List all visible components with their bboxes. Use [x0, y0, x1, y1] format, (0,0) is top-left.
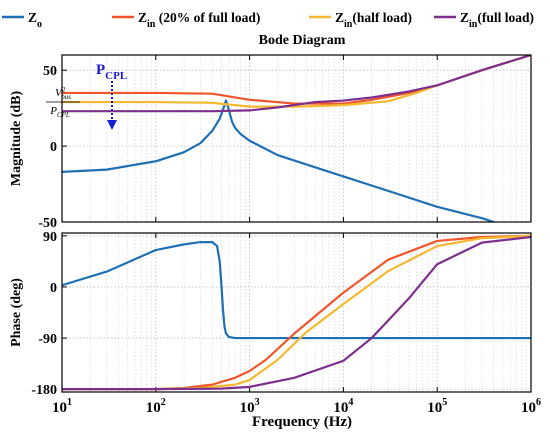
series-line-phase-3 [62, 235, 531, 391]
y-tick-label: -50 [38, 216, 57, 231]
legend-label-1: Zin (20% of full load) [138, 10, 260, 30]
plot-frame [61, 54, 532, 223]
y-axis-label: Magnitude (dB) [9, 91, 24, 187]
frequency-axis: 101 102 103 104 105 106 [52, 397, 541, 416]
series-group [62, 234, 531, 391]
series-line-phase-2 [62, 234, 531, 391]
x-tick-label: 106 [521, 397, 541, 416]
x-tick-label: 105 [427, 397, 447, 416]
x-tick-label: 102 [146, 397, 166, 416]
y-axis-label: Phase (deg) [9, 278, 24, 347]
y-tick-label: 0 [50, 281, 57, 296]
series-line-phase-1 [62, 234, 531, 391]
series-line-magnitude-3 [62, 55, 531, 113]
legend-label-3: Zin(full load) [460, 10, 534, 30]
y-tick-label: 90 [43, 230, 57, 245]
legend-label-0: Zo [28, 10, 42, 30]
y-tick-label: 50 [43, 64, 57, 79]
fraction-denominator: PCPL [49, 105, 70, 119]
magnitude-panel: 50 0 -50 Magnitude (dB) PCPL V2 bus PCPL [9, 54, 532, 231]
x-tick-label: 103 [240, 397, 260, 416]
legend: Zo Zin (20% of full load) Zin(half load) Zi… [2, 10, 534, 30]
y-tick-label: -90 [38, 332, 57, 347]
pcpl-label: PCPL [96, 62, 127, 82]
series-line-magnitude-1 [62, 55, 531, 105]
x-axis-label: Frequency (Hz) [252, 414, 352, 430]
y-tick-label: 0 [50, 140, 57, 155]
fraction-numerator: V2 bus [55, 86, 71, 101]
x-tick-label: 101 [52, 397, 72, 416]
phase-panel: 90 0 -90 -180 Phase (deg) [9, 230, 532, 398]
pcpl-arrow-head [107, 120, 117, 130]
series-line-phase-0 [62, 240, 531, 340]
series-line-magnitude-0 [62, 99, 495, 222]
legend-label-2: Zin(half load) [335, 10, 412, 30]
y-tick-label: -180 [31, 383, 57, 398]
plot-frame [61, 232, 532, 393]
series-line-magnitude-2 [62, 55, 531, 108]
chart-title: Bode Diagram [259, 33, 346, 48]
x-tick-label: 104 [333, 397, 353, 416]
series-group [62, 55, 531, 222]
